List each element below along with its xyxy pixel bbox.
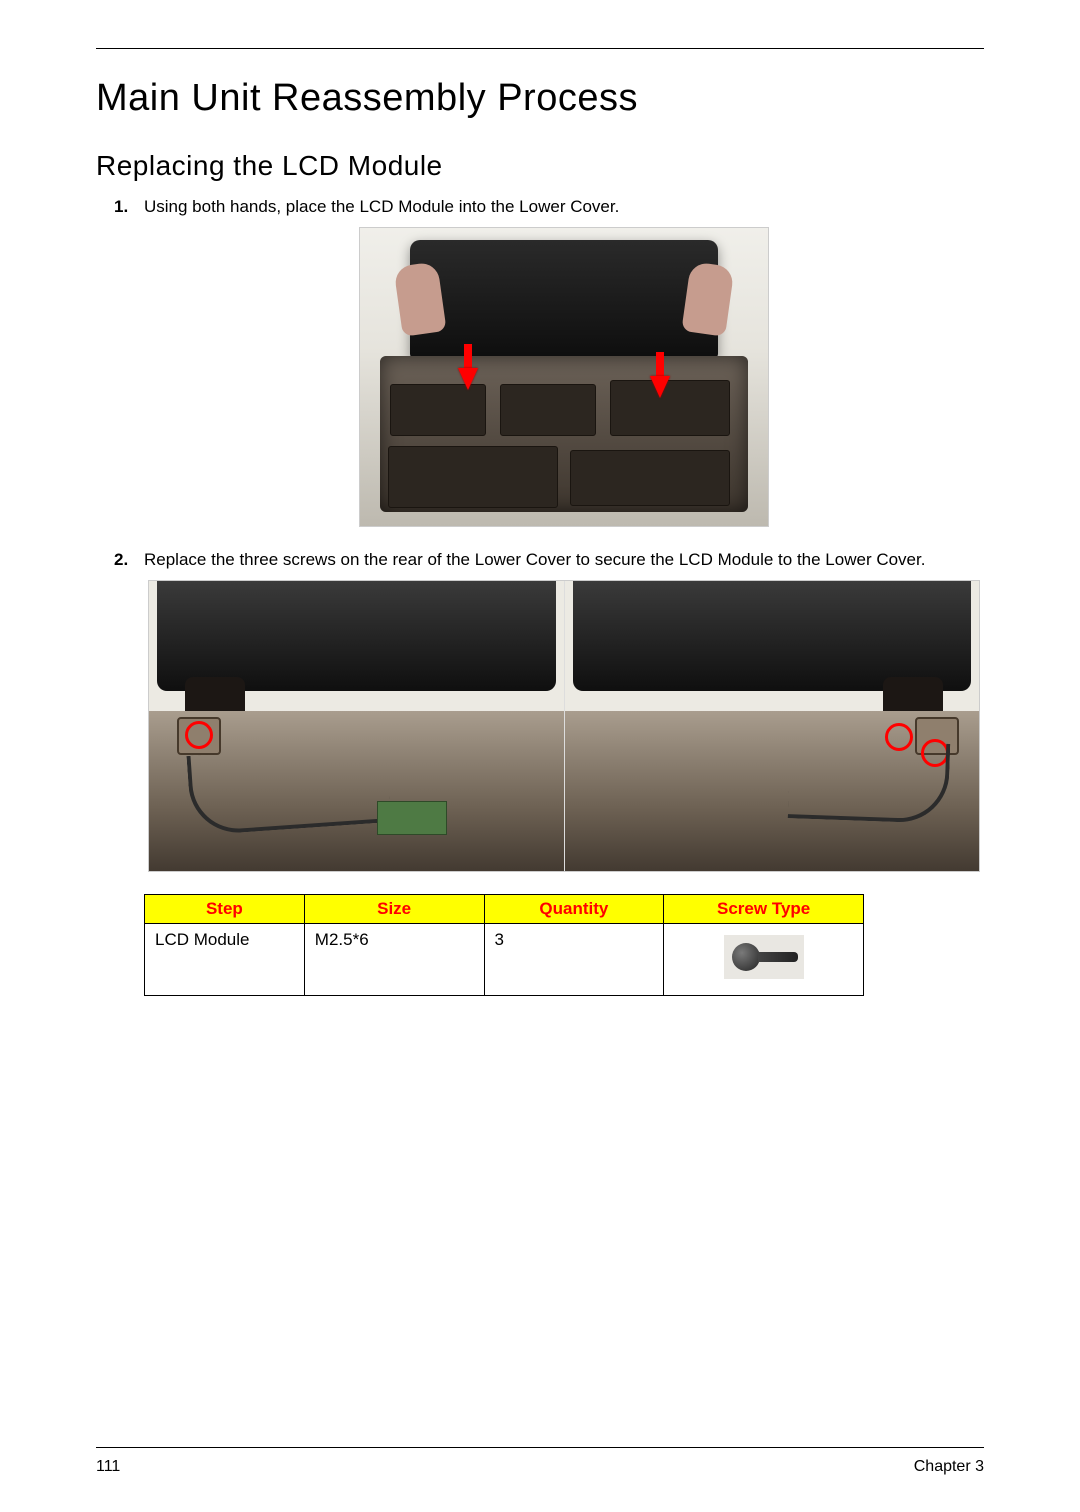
chassis-slot: [388, 446, 558, 508]
chassis-slot: [570, 450, 730, 506]
figure-1-wrap: [144, 227, 984, 527]
col-screw-type: Screw Type: [664, 894, 864, 923]
red-arrow-stem: [464, 344, 472, 370]
pcb-illustration: [377, 801, 447, 835]
table-header-row: Step Size Quantity Screw Type: [145, 894, 864, 923]
procedure-list: Using both hands, place the LCD Module i…: [96, 196, 984, 872]
step-1-text: Using both hands, place the LCD Module i…: [144, 197, 619, 216]
chassis-slot: [500, 384, 596, 436]
figure-2-right-panel: [564, 581, 980, 871]
document-page: Main Unit Reassembly Process Replacing t…: [0, 0, 1080, 1512]
red-arrow-head-icon: [650, 376, 670, 398]
lcd-back-illustration: [157, 581, 556, 691]
top-rule: [96, 48, 984, 49]
col-size: Size: [304, 894, 484, 923]
cell-quantity: 3: [484, 923, 664, 995]
screw-icon: [724, 935, 804, 979]
col-step: Step: [145, 894, 305, 923]
cable-illustration: [186, 742, 391, 836]
page-footer: 111 Chapter 3: [96, 1447, 984, 1476]
screw-spec-table: Step Size Quantity Screw Type LCD Module…: [144, 894, 864, 996]
cell-size: M2.5*6: [304, 923, 484, 995]
cable-illustration: [788, 738, 951, 824]
figure-1-lcd-insert: [359, 227, 769, 527]
chassis-slot: [610, 380, 730, 436]
figure-2-hinge-screws: [148, 580, 980, 872]
screw-marker-circle-icon: [185, 721, 213, 749]
figure-2-wrap: [144, 580, 984, 872]
step-2: Replace the three screws on the rear of …: [144, 549, 984, 872]
screw-head-illustration: [732, 943, 760, 971]
lcd-panel-illustration: [410, 240, 718, 358]
step-1: Using both hands, place the LCD Module i…: [144, 196, 984, 527]
col-quantity: Quantity: [484, 894, 664, 923]
chassis-slot: [390, 384, 486, 436]
red-arrow-stem: [656, 352, 664, 378]
cell-step: LCD Module: [145, 923, 305, 995]
page-number: 111: [96, 1458, 120, 1476]
page-title: Main Unit Reassembly Process: [96, 77, 984, 120]
right-hand-illustration: [681, 261, 734, 336]
red-arrow-head-icon: [458, 368, 478, 390]
cell-screw-type: [664, 923, 864, 995]
chapter-label: Chapter 3: [914, 1458, 984, 1476]
step-2-text: Replace the three screws on the rear of …: [144, 550, 925, 569]
figure-2-left-panel: [149, 581, 564, 871]
lcd-back-illustration: [573, 581, 972, 691]
table-row: LCD Module M2.5*6 3: [145, 923, 864, 995]
screw-shaft-illustration: [758, 952, 798, 962]
section-title: Replacing the LCD Module: [96, 150, 984, 182]
